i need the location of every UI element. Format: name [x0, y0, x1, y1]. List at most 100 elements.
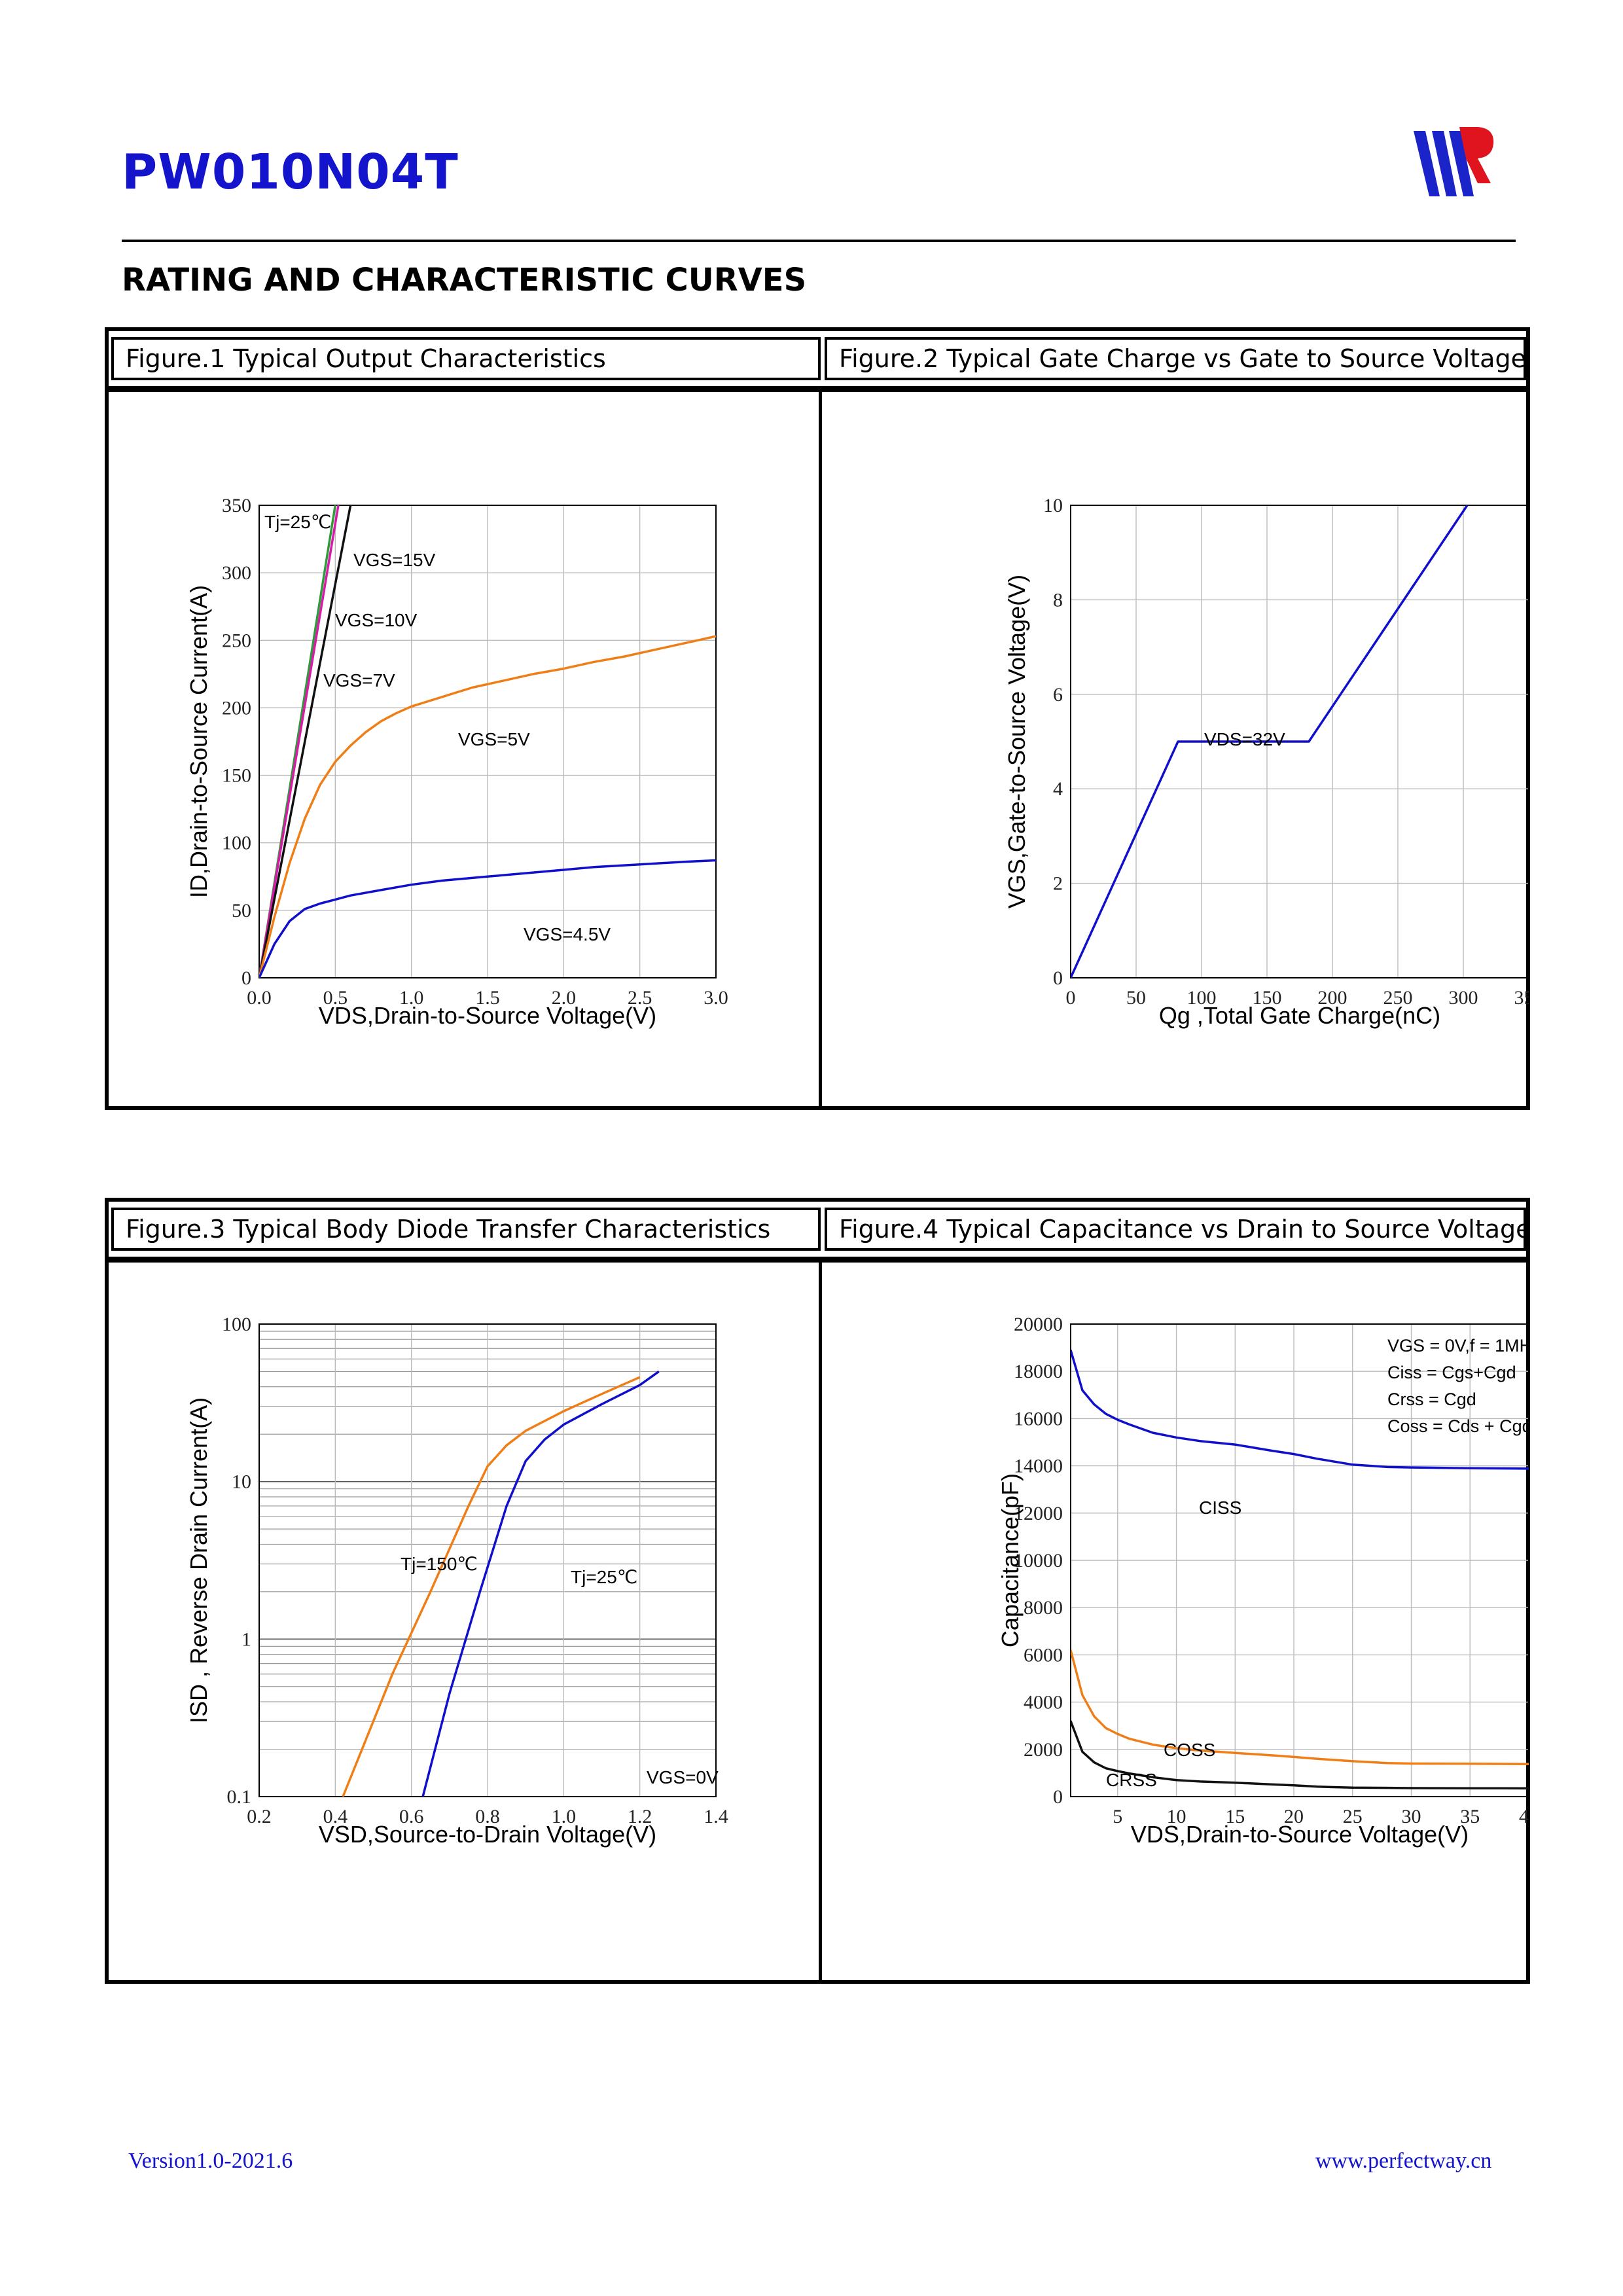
- figure-1-title: Figure.1 Typical Output Characteristics: [111, 337, 821, 380]
- footer-website-link[interactable]: www.perfectway.cn: [1315, 2149, 1492, 2173]
- series-label-vgs-10v: VGS=10V: [335, 610, 418, 630]
- x-tick-label: 25: [1343, 1806, 1363, 1827]
- section-heading: RATING AND CHARACTERISTIC CURVES: [122, 262, 807, 298]
- series-line-curve: [1071, 505, 1469, 978]
- y-tick-label: 50: [232, 900, 251, 922]
- y-tick-label: 150: [222, 765, 251, 787]
- x-axis-label: VDS,Drain-to-Source Voltage(V): [1131, 1821, 1469, 1848]
- figure-row-2-body: 0.2 0.4 0.6 0.8 1.0 1.2 1.4 0.1 1 10 100 VSD,Source…: [105, 1259, 1530, 1984]
- x-axis-label: Qg ,Total Gate Charge(nC): [1159, 1002, 1440, 1029]
- chart-grid: [1071, 1324, 1529, 1797]
- series-label-vgs-7v: VGS=7V: [323, 670, 395, 691]
- y-axis-label: ISD , Reverse Drain Current(A): [185, 1397, 212, 1723]
- series-line-ciss: [1071, 1350, 1529, 1470]
- x-tick-label: 1.2: [628, 1806, 652, 1827]
- x-tick-label: 40: [1519, 1806, 1529, 1827]
- figure-4-title: Figure.4 Typical Capacitance vs Drain to…: [825, 1208, 1526, 1251]
- series-label-tj-150c: Tj=150℃: [401, 1554, 478, 1574]
- chart-grid: [259, 1324, 716, 1797]
- y-tick-label: 100: [222, 1314, 251, 1335]
- capacitance-annotation: Coss = Cds + Cgd: [1387, 1416, 1529, 1436]
- x-tick-label: 0.0: [247, 987, 272, 1009]
- x-tick-label: 2.5: [628, 987, 652, 1009]
- y-tick-label: 16000: [1014, 1408, 1063, 1429]
- x-tick-label: 1.0: [399, 987, 424, 1009]
- y-tick-label: 8000: [1024, 1597, 1063, 1619]
- x-axis-label: VDS,Drain-to-Source Voltage(V): [319, 1002, 656, 1029]
- x-tick-label: 350: [1514, 987, 1529, 1009]
- header-divider: [122, 240, 1516, 242]
- y-tick-label: 20000: [1014, 1314, 1063, 1335]
- x-tick-label: 300: [1449, 987, 1478, 1009]
- y-tick-label: 1: [241, 1628, 251, 1650]
- y-tick-label: 0: [241, 967, 251, 989]
- x-tick-label: 1.4: [704, 1806, 728, 1827]
- series-line-crss: [1071, 1720, 1529, 1790]
- series-label-coss: COSS: [1164, 1740, 1215, 1760]
- figure-2-title: Figure.2 Typical Gate Charge vs Gate to …: [825, 337, 1526, 380]
- gate-charge-chart: 0 50 100 150 200 250 300 350 0 2 4 6 8 10 Qg ,Total Ga…: [1003, 495, 1529, 1029]
- series-label-tj-25c: Tj=25℃: [571, 1567, 637, 1587]
- y-axis-label: VGS,Gate-to-Source Voltage(V): [1003, 575, 1030, 908]
- x-tick-label: 0.5: [323, 987, 348, 1009]
- x-tick-label: 0.6: [399, 1806, 424, 1827]
- figure-row-1: Figure.1 Typical Output Characteristics …: [105, 327, 1530, 1110]
- plot-frame: [1070, 1323, 1529, 1797]
- y-tick-label: 0: [1053, 967, 1063, 989]
- x-tick-label: 1.0: [552, 1806, 577, 1827]
- x-tick-label: 100: [1187, 987, 1217, 1009]
- y-tick-label: 4000: [1024, 1692, 1063, 1713]
- x-tick-label: 10: [1167, 1806, 1186, 1827]
- x-tick-label: 200: [1318, 987, 1347, 1009]
- y-tick-label: 8: [1053, 589, 1063, 611]
- y-tick-label: 300: [222, 562, 251, 584]
- capacitance-annotation: Ciss = Cgs+Cgd: [1387, 1363, 1516, 1382]
- x-tick-label: 150: [1253, 987, 1282, 1009]
- plot-frame: [1070, 505, 1529, 978]
- y-tick-label: 2: [1053, 873, 1063, 895]
- vgs-annotation: VGS=0V: [647, 1767, 719, 1787]
- figure-row-1-body: 0.0 0.5 1.0 1.5 2.0 2.5 3.0 0 50 100 150 200 250 300 3…: [105, 389, 1530, 1110]
- panel-divider: [819, 1263, 822, 1980]
- figure-row-1-title-bar: Figure.1 Typical Output Characteristics …: [105, 327, 1530, 390]
- body-diode-chart: 0.2 0.4 0.6 0.8 1.0 1.2 1.4 0.1 1 10 100 VSD,Source…: [185, 1314, 728, 1848]
- perfectway-logo-icon: [1414, 127, 1494, 196]
- x-tick-label: 3.0: [704, 987, 728, 1009]
- y-tick-label: 10000: [1014, 1550, 1063, 1571]
- x-tick-label: 30: [1402, 1806, 1421, 1827]
- x-tick-label: 2.0: [552, 987, 577, 1009]
- y-tick-label: 200: [222, 697, 251, 719]
- series-label-vgs-15v: VGS=15V: [353, 550, 436, 570]
- capacitance-annotation: Crss = Cgd: [1387, 1390, 1476, 1409]
- y-axis-label: ID,Drain-to-Source Current(A): [185, 585, 212, 898]
- junction-temp-annotation: Tj=25℃: [264, 512, 331, 532]
- series-label-vgs-4-5v: VGS=4.5V: [524, 924, 611, 944]
- series-line-vgs-10v: [259, 505, 340, 978]
- x-tick-label: 35: [1460, 1806, 1480, 1827]
- figure-row-2-title-bar: Figure.3 Typical Body Diode Transfer Cha…: [105, 1198, 1530, 1261]
- series-line-tj-150-: [342, 1376, 641, 1797]
- y-tick-label: 14000: [1014, 1456, 1063, 1477]
- y-tick-label: 4: [1053, 778, 1063, 800]
- y-tick-label: 18000: [1014, 1361, 1063, 1382]
- x-tick-label: 250: [1383, 987, 1413, 1009]
- x-tick-label: 0.8: [475, 1806, 500, 1827]
- y-tick-label: 0.1: [227, 1786, 252, 1808]
- y-tick-label: 12000: [1014, 1503, 1063, 1524]
- x-tick-label: 50: [1126, 987, 1146, 1009]
- x-tick-label: 15: [1225, 1806, 1245, 1827]
- plot-frame: [259, 1323, 717, 1797]
- x-tick-label: 20: [1284, 1806, 1304, 1827]
- y-tick-label: 6: [1053, 684, 1063, 706]
- y-tick-label: 250: [222, 630, 251, 651]
- y-tick-label: 2000: [1024, 1739, 1063, 1761]
- x-axis-label: VSD,Source-to-Drain Voltage(V): [319, 1821, 656, 1848]
- series-label-crss: CRSS: [1106, 1770, 1157, 1790]
- x-tick-label: 0.4: [323, 1806, 348, 1827]
- vds-annotation: VDS=32V: [1204, 729, 1285, 749]
- output-characteristics-chart: 0.0 0.5 1.0 1.5 2.0 2.5 3.0 0 50 100 150 200 250 300 3…: [185, 495, 728, 1029]
- y-tick-label: 0: [1053, 1786, 1063, 1808]
- y-tick-label: 6000: [1024, 1644, 1063, 1666]
- figure-3-title: Figure.3 Typical Body Diode Transfer Cha…: [111, 1208, 821, 1251]
- x-tick-label: 0.2: [247, 1806, 272, 1827]
